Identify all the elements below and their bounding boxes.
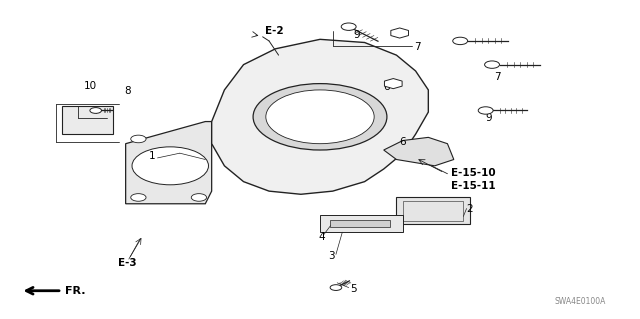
Circle shape	[330, 285, 342, 290]
Text: 6: 6	[384, 82, 390, 92]
Circle shape	[341, 23, 356, 30]
Text: 7: 7	[413, 42, 420, 52]
Circle shape	[131, 135, 146, 143]
Polygon shape	[391, 28, 408, 38]
Circle shape	[452, 37, 468, 45]
Circle shape	[394, 31, 404, 35]
Text: 4: 4	[319, 232, 325, 242]
Circle shape	[478, 107, 493, 114]
Text: 5: 5	[351, 284, 357, 294]
Polygon shape	[212, 39, 428, 194]
Circle shape	[484, 61, 499, 68]
Polygon shape	[385, 78, 402, 89]
Circle shape	[131, 194, 146, 201]
Text: 6: 6	[399, 137, 406, 147]
Polygon shape	[62, 106, 113, 134]
Text: 3: 3	[328, 251, 335, 261]
Circle shape	[253, 84, 387, 150]
Text: 2: 2	[467, 204, 473, 213]
Text: 1: 1	[149, 151, 156, 161]
Text: 9: 9	[354, 30, 360, 40]
Text: 10: 10	[84, 81, 97, 91]
Circle shape	[388, 81, 398, 86]
Text: E-3: E-3	[118, 258, 136, 268]
FancyBboxPatch shape	[320, 215, 403, 232]
Text: E-2: E-2	[264, 26, 283, 36]
Text: FR.: FR.	[65, 286, 86, 296]
Polygon shape	[384, 137, 454, 166]
Text: SWA4E0100A: SWA4E0100A	[554, 297, 606, 306]
Circle shape	[132, 147, 209, 185]
Text: 7: 7	[494, 72, 500, 82]
Circle shape	[191, 194, 207, 201]
Text: E-15-10: E-15-10	[451, 168, 495, 178]
Circle shape	[266, 90, 374, 144]
FancyBboxPatch shape	[330, 219, 390, 227]
Text: 8: 8	[124, 85, 131, 96]
Polygon shape	[396, 197, 470, 224]
Text: E-15-11: E-15-11	[451, 182, 495, 191]
Polygon shape	[125, 122, 212, 204]
Text: 9: 9	[486, 113, 492, 123]
Circle shape	[90, 108, 102, 113]
